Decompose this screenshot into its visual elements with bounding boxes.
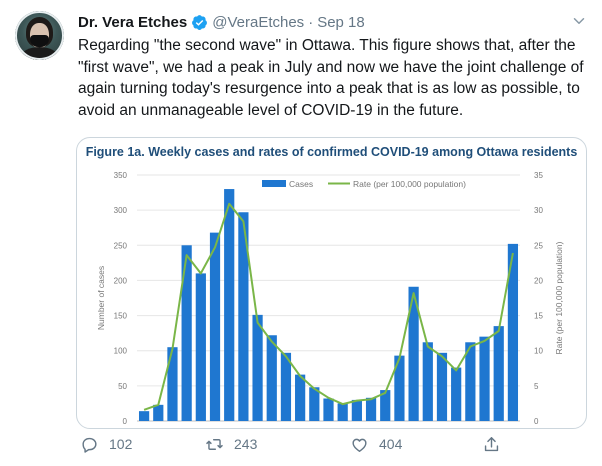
tweet-header: Dr. Vera Etches @VeraEtches · Sep 18: [78, 12, 365, 32]
bar: [280, 352, 292, 421]
bar: [309, 387, 320, 421]
bar: [224, 189, 235, 421]
bar: [295, 374, 306, 421]
y-tick-label: 100: [114, 347, 128, 356]
y2-axis-label: Rate (per 100,000 population): [554, 241, 564, 354]
bar: [138, 411, 150, 421]
bar: [181, 245, 192, 421]
reply-button[interactable]: 102: [80, 432, 132, 456]
bar: [451, 367, 462, 421]
author-name[interactable]: Dr. Vera Etches: [78, 13, 188, 31]
bar: [380, 390, 391, 421]
bar: [195, 273, 206, 421]
rate-line: [143, 202, 514, 411]
chart: 0 50 100 150 200 250 300 350 0 5 10 15 20 25 30 35 Numbe…: [96, 171, 564, 426]
like-count: 404: [379, 436, 403, 452]
chevron-down-icon[interactable]: [570, 12, 588, 30]
y2-tick-label: 10: [534, 347, 543, 356]
tweet-text: Regarding "the second wave" in Ottawa. T…: [78, 37, 584, 119]
retweet-icon: [206, 438, 223, 450]
y-tick-label: 300: [114, 206, 128, 215]
like-button[interactable]: 404: [350, 432, 402, 456]
bar: [167, 347, 178, 421]
legend-label-rate: Rate (per 100,000 population): [353, 179, 466, 189]
bar: [394, 355, 405, 421]
bar: [209, 232, 221, 421]
author-handle[interactable]: @VeraEtches: [212, 13, 305, 31]
y-axis-label: Number of cases: [96, 266, 106, 330]
tweet-actions: 102 243 404: [80, 432, 520, 456]
legend-swatch-cases: [262, 180, 286, 187]
bar: [153, 404, 164, 421]
avatar-ring: [15, 11, 64, 60]
y-tick-label: 50: [118, 382, 127, 391]
y2-tick-label: 35: [534, 171, 543, 180]
y-tick-label: 350: [114, 171, 128, 180]
bar: [238, 212, 249, 421]
y2-tick-label: 20: [534, 276, 543, 285]
legend-label-cases: Cases: [289, 179, 313, 189]
bar: [507, 243, 519, 421]
chart-image-card[interactable]: Figure 1a. Weekly cases and rates of con…: [76, 137, 587, 429]
y2-tick-label: 30: [534, 206, 543, 215]
y-tick-label: 0: [123, 417, 128, 426]
bar: [422, 342, 433, 421]
verified-badge-icon: [191, 14, 208, 31]
y2-tick-label: 15: [534, 312, 543, 321]
y-tick-label: 200: [114, 276, 128, 285]
reply-icon: [82, 437, 97, 453]
heart-icon: [352, 438, 367, 452]
retweet-button[interactable]: 243: [205, 432, 257, 456]
bar: [465, 342, 476, 421]
y2-tick-label: 5: [534, 382, 539, 391]
y2-tick-label: 25: [534, 241, 543, 250]
bar: [365, 397, 377, 421]
bar: [351, 399, 362, 421]
tweet-date[interactable]: Sep 18: [317, 13, 365, 31]
bar: [337, 403, 348, 421]
bar: [479, 336, 490, 421]
reply-count: 102: [109, 436, 133, 452]
y-tick-label: 150: [114, 312, 128, 321]
bar: [436, 352, 448, 421]
bar: [266, 335, 277, 421]
bar: [493, 326, 504, 421]
bar: [323, 398, 334, 421]
y-tick-label: 250: [114, 241, 128, 250]
chart-title: Figure 1a. Weekly cases and rates of con…: [85, 145, 578, 159]
bar: [252, 314, 263, 421]
bar: [408, 286, 419, 421]
share-icon: [484, 436, 499, 451]
share-button[interactable]: [482, 432, 511, 456]
separator-dot: ·: [308, 13, 314, 31]
retweet-count: 243: [234, 436, 258, 452]
avatar[interactable]: [15, 11, 64, 60]
y2-tick-label: 0: [534, 417, 539, 426]
